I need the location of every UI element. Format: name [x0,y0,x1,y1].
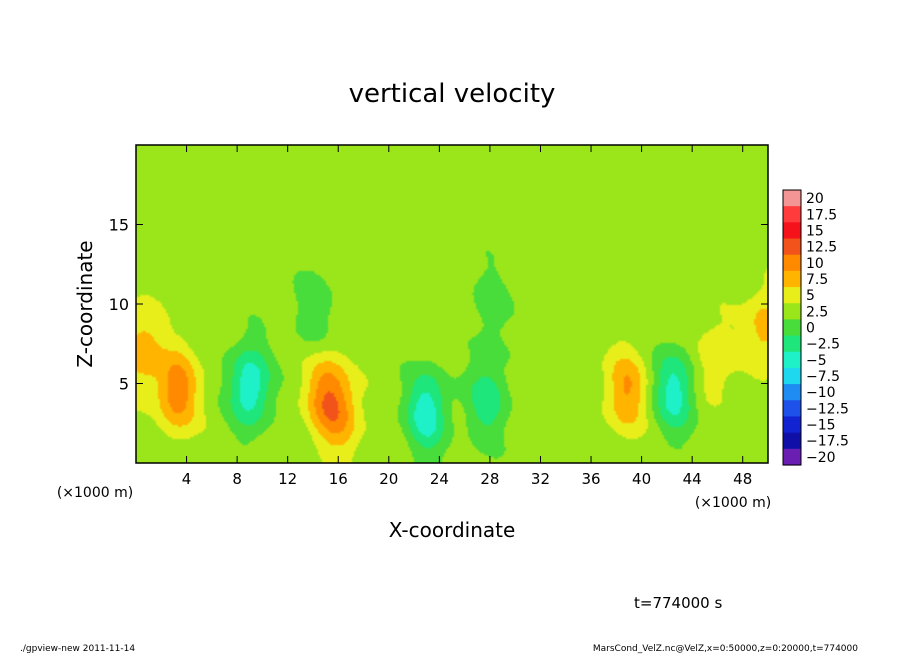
y-tick-label: 15 [109,216,129,235]
colorbar-swatch [783,367,801,385]
colorbar-label: 20 [806,191,824,207]
y-axis: 5 10 15 [109,216,768,394]
colorbar-swatch [783,319,801,337]
y-tick-label: 10 [109,295,129,314]
x-tick-label: 28 [480,470,499,488]
x-unit-left: (×1000 m) [57,485,133,501]
x-axis: 4 8 12 16 20 24 28 32 36 40 44 48 [182,145,752,488]
colorbar: 2017.51512.5107.552.50−2.5−5−7.5−10−12.5… [782,189,849,466]
colorbar-label: 5 [806,288,815,304]
colorbar-swatch [783,384,801,401]
colorbar-swatch [783,351,801,369]
colorbar-swatch [783,432,801,450]
x-tick-label: 16 [329,470,348,488]
colorbar-label: −2.5 [806,337,840,353]
colorbar-swatch [783,190,801,207]
x-tick-label: 24 [430,470,449,488]
chart-title: vertical velocity [349,79,556,109]
colorbar-label: 15 [806,223,824,239]
colorbar-swatch [783,400,801,418]
x-tick-label: 4 [182,470,192,488]
colorbar-swatch [783,416,801,434]
x-tick-label: 44 [683,470,702,488]
colorbar-label: 12.5 [806,240,837,256]
colorbar-label: 0 [806,321,815,337]
x-tick-label: 40 [632,470,651,488]
x-tick-label: 12 [278,470,297,488]
colorbar-label: 10 [806,256,824,272]
colorbar-swatch [783,206,801,223]
plot-area [135,144,769,464]
colorbar-label: −20 [806,450,836,466]
colorbar-label: 2.5 [806,304,828,320]
colorbar-swatch [783,287,801,304]
time-annotation: t=774000 s [634,594,722,612]
x-tick-label: 8 [232,470,242,488]
footer-right: MarsCond_VelZ.nc@VelZ,x=0:50000,z=0:2000… [593,644,858,654]
y-axis-label: Z-coordinate [73,240,97,367]
colorbar-swatch [783,270,801,288]
heatmap-field [136,145,768,463]
colorbar-frame [782,189,802,466]
x-tick-label: 48 [733,470,752,488]
colorbar-swatch [783,335,801,353]
x-axis-label: X-coordinate [389,518,516,542]
colorbar-label: −15 [806,418,836,434]
colorbar-label: −12.5 [806,401,849,417]
colorbar-swatch [783,238,801,256]
colorbar-label: −10 [806,385,836,401]
footer-left: ./gpview-new 2011-11-14 [20,644,135,654]
colorbar-label: −17.5 [806,434,849,450]
colorbar-label: 7.5 [806,272,828,288]
x-tick-label: 32 [531,470,550,488]
colorbar-label: 17.5 [806,207,837,223]
colorbar-swatch [783,303,801,321]
x-unit-right: (×1000 m) [695,495,771,511]
colorbar-swatch [783,254,801,272]
colorbar-swatch [783,448,801,466]
colorbar-label: −5 [806,353,827,369]
colorbar-swatch [783,222,801,240]
x-tick-label: 36 [581,470,600,488]
x-tick-label: 20 [379,470,398,488]
y-tick-label: 5 [119,375,129,394]
colorbar-label: −7.5 [806,369,840,385]
